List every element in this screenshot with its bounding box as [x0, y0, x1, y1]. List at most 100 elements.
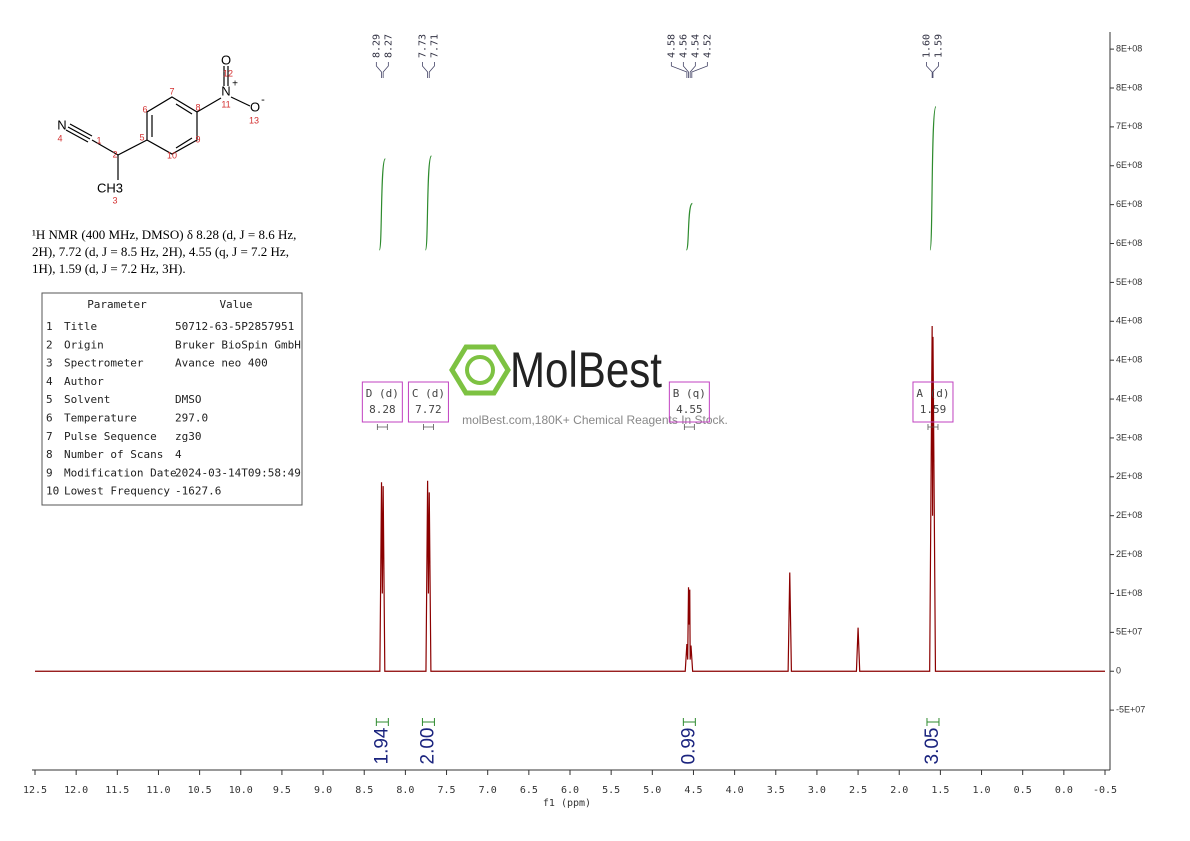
- peak-connector: [670, 62, 688, 78]
- multiplet-label: C (d): [412, 387, 445, 400]
- y-tick-label: 5E+08: [1116, 277, 1142, 287]
- table-cell: 50712-63-5P2857951: [175, 320, 294, 333]
- atom-number: 11: [221, 99, 230, 109]
- multiplet-shift: 7.72: [415, 403, 442, 416]
- table-cell: 7: [46, 430, 53, 443]
- y-tick-label: 4E+08: [1116, 355, 1142, 365]
- table-cell: -1627.6: [175, 485, 221, 498]
- atom-label: N: [221, 83, 230, 98]
- atom-number: 1: [96, 135, 101, 145]
- table-cell: Number of Scans: [64, 448, 163, 461]
- integral-curve: [424, 155, 433, 251]
- y-tick-label: 2E+08: [1116, 549, 1142, 559]
- table-cell: 8: [46, 448, 53, 461]
- integral-curve: [685, 202, 693, 251]
- peak-label: 4.56: [678, 34, 689, 58]
- atom-number: 12: [223, 68, 233, 78]
- watermark-brand: MolBest: [510, 342, 662, 398]
- table-cell: Bruker BioSpin GmbH: [175, 338, 301, 351]
- table-cell: 5: [46, 393, 53, 406]
- table-cell: Solvent: [64, 393, 110, 406]
- y-tick-label: 8E+08: [1116, 43, 1142, 53]
- x-tick-label: 10.0: [229, 785, 253, 796]
- x-tick-label: 4.5: [684, 785, 702, 796]
- peak-label: 4.58: [666, 34, 677, 58]
- nmr-description: 1H), 1.59 (d, J = 7.2 Hz, 3H).: [32, 261, 186, 276]
- atom-number: 2: [112, 149, 117, 159]
- x-tick-label: 0.5: [1014, 785, 1032, 796]
- x-tick-label: 3.0: [808, 785, 826, 796]
- atom-number: 8: [195, 102, 200, 112]
- table-cell: Origin: [64, 338, 104, 351]
- x-tick-label: 7.0: [479, 785, 497, 796]
- table-cell: Lowest Frequency: [64, 485, 170, 498]
- integral-curve: [929, 106, 937, 251]
- molecule-bonds: [65, 66, 251, 180]
- table-cell: 1: [46, 320, 53, 333]
- peak-label: 8.29: [371, 34, 382, 58]
- x-tick-label: 1.5: [931, 785, 949, 796]
- y-tick-label: 1E+08: [1116, 588, 1142, 598]
- atom-number: 5: [139, 132, 144, 142]
- x-tick-label: 11.0: [146, 785, 170, 796]
- peak-connector: [691, 62, 708, 78]
- table-cell: 4: [175, 448, 182, 461]
- peak-label: 7.71: [429, 34, 440, 58]
- atom-number: 10: [167, 150, 177, 160]
- atom-number: 6: [142, 104, 147, 114]
- nmr-description: ¹H NMR (400 MHz, DMSO) δ 8.28 (d, J = 8.…: [32, 227, 296, 242]
- y-tick-label: 6E+08: [1116, 160, 1142, 170]
- watermark-logo: [449, 344, 511, 396]
- peak-label: 1.60: [922, 34, 933, 58]
- integral-curve: [378, 158, 386, 251]
- integral-bracket: [375, 718, 389, 726]
- watermark-tagline: molBest.com,180K+ Chemical Reagents In S…: [462, 413, 728, 427]
- multiplet-box: [361, 381, 403, 423]
- table-cell: 9: [46, 466, 53, 479]
- x-tick-label: 8.5: [355, 785, 373, 796]
- atom-number: 3: [112, 195, 117, 205]
- atom-label: CH3: [97, 180, 123, 195]
- integral-value: 3.05: [922, 728, 943, 765]
- multiplet-range: [683, 424, 695, 430]
- multiplet-shift: 4.55: [676, 403, 703, 416]
- y-tick-label: 8E+08: [1116, 82, 1142, 92]
- multiplet-label: D (d): [366, 387, 399, 400]
- multiplet-range: [423, 424, 434, 430]
- table-cell: 2024-03-14T09:58:49: [175, 466, 301, 479]
- peak-connector: [422, 62, 429, 78]
- y-tick-label: 2E+08: [1116, 471, 1142, 481]
- peak-connector: [926, 62, 933, 78]
- spectrum-line: [35, 325, 1105, 672]
- integral-bracket: [682, 718, 696, 726]
- table-cell: Modification Date: [64, 466, 177, 479]
- table-header: Parameter: [87, 298, 147, 311]
- parameter-table-border: [41, 292, 303, 506]
- integral-value: 2.00: [417, 728, 438, 765]
- integral-value: 0.99: [678, 728, 699, 765]
- x-tick-label: 0.0: [1055, 785, 1073, 796]
- peak-connector: [382, 62, 389, 78]
- integral-bracket: [926, 718, 940, 726]
- table-cell: 3: [46, 357, 53, 370]
- table-cell: zg30: [175, 430, 202, 443]
- table-cell: 6: [46, 412, 53, 425]
- atom-label: O: [250, 99, 260, 114]
- y-tick-label: 7E+08: [1116, 121, 1142, 131]
- x-tick-label: 9.0: [314, 785, 332, 796]
- multiplet-range: [927, 424, 939, 430]
- atom-label: N: [57, 117, 66, 132]
- y-tick-label: 2E+08: [1116, 510, 1142, 520]
- y-tick-label: 6E+08: [1116, 238, 1142, 248]
- peak-connector: [428, 62, 435, 78]
- multiplet-box: [912, 381, 954, 423]
- table-cell: Temperature: [64, 412, 137, 425]
- table-cell: 10: [46, 485, 59, 498]
- y-tick-label: 6E+08: [1116, 199, 1142, 209]
- atom-number: 4: [57, 133, 62, 143]
- x-tick-label: 2.0: [890, 785, 908, 796]
- peak-label: 4.54: [690, 34, 701, 58]
- atom-label: +: [232, 79, 238, 90]
- table-cell: DMSO: [175, 393, 202, 406]
